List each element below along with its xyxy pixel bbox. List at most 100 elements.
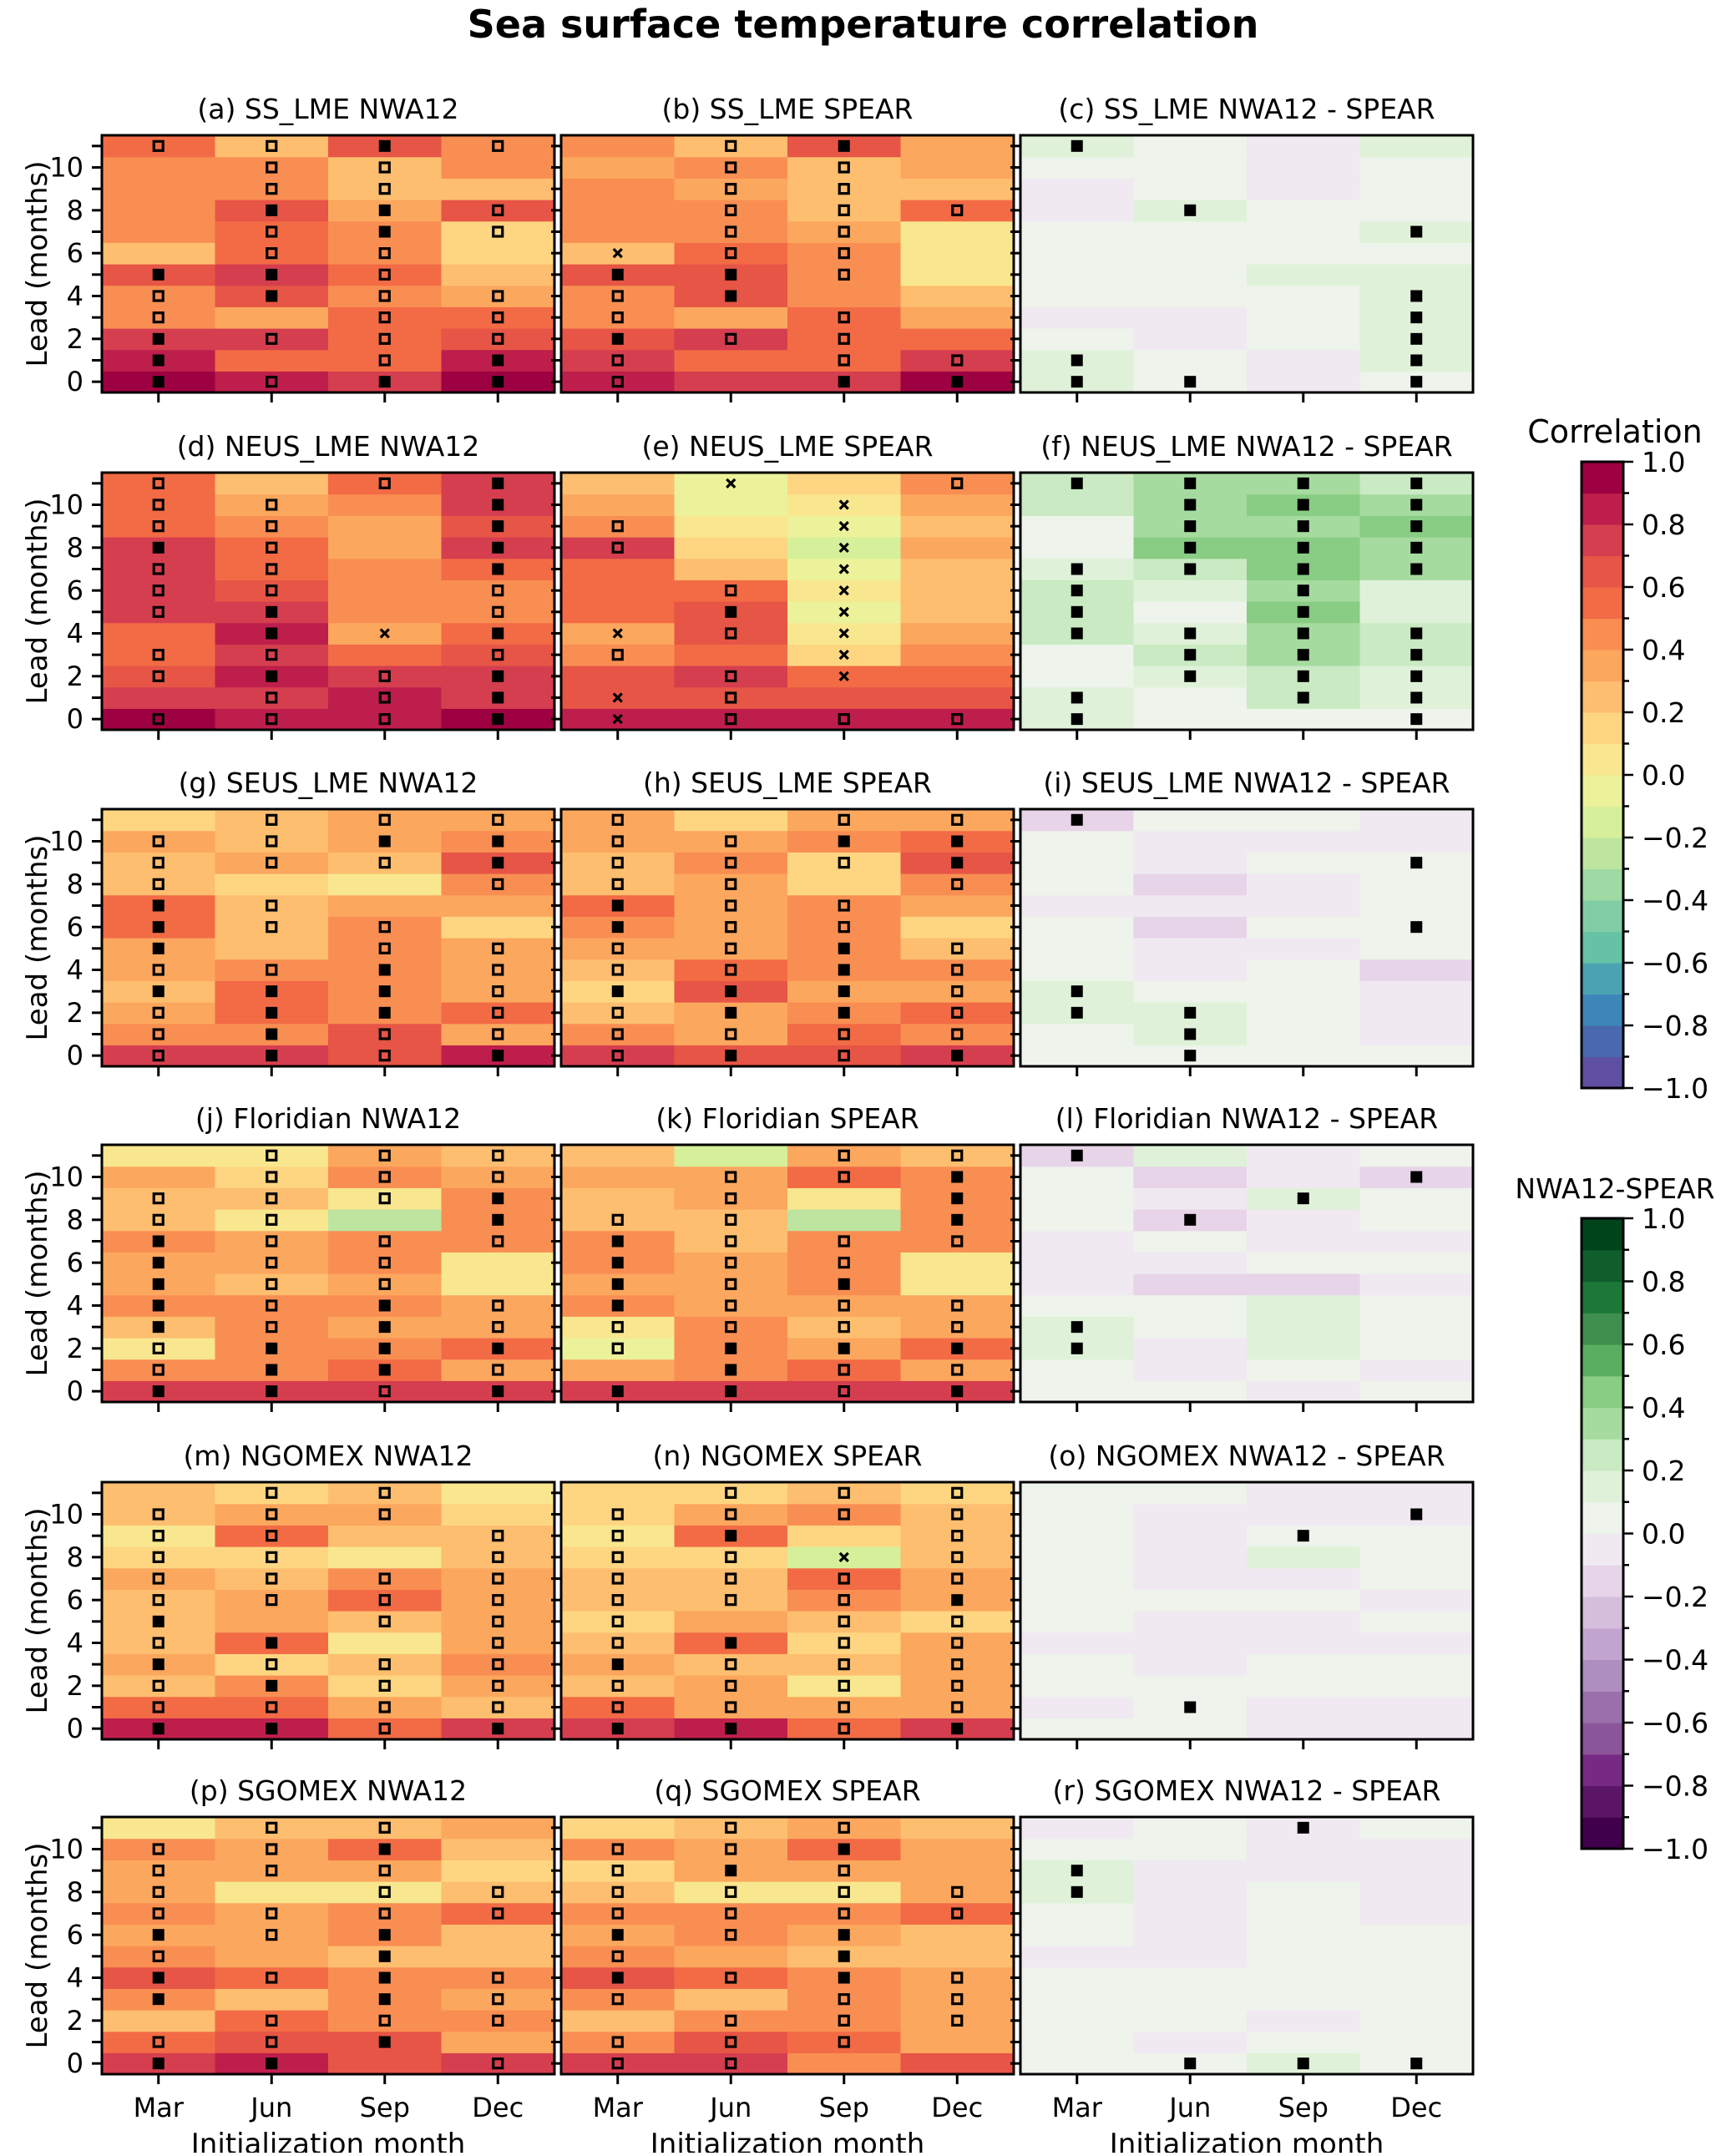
filled-square-marker <box>266 605 278 618</box>
filled-square-marker <box>1410 311 1423 324</box>
filled-square-marker <box>152 1235 165 1248</box>
heatmap-cell <box>1247 1482 1361 1505</box>
filled-square-marker <box>266 290 278 302</box>
open-square-marker <box>378 161 391 174</box>
filled-square-marker <box>611 1723 624 1735</box>
heatmap-cell <box>102 2010 216 2032</box>
open-square-marker <box>725 1321 737 1334</box>
heatmap-cell <box>900 601 1015 624</box>
heatmap-cell <box>102 1817 216 1840</box>
filled-square-marker <box>266 1028 278 1040</box>
colorbar-bin <box>1582 931 1623 964</box>
heatmap-cell <box>674 1187 788 1210</box>
open-square-marker <box>951 964 964 976</box>
filled-square-marker <box>492 691 504 704</box>
heatmap-cell <box>1247 1567 1361 1590</box>
y-tick-label: 2 <box>67 1333 84 1364</box>
open-square-marker <box>152 878 165 890</box>
open-square-marker <box>951 1679 964 1692</box>
heatmap-cell <box>1359 894 1474 917</box>
open-square-marker <box>492 1551 504 1563</box>
open-square-marker <box>266 1321 278 1334</box>
heatmap-cell <box>215 1230 329 1253</box>
heatmap-cell <box>215 1525 329 1547</box>
open-square-marker <box>492 225 504 238</box>
heatmap-cell <box>1133 1567 1248 1590</box>
heatmap-cell <box>787 1209 902 1232</box>
panel-frame <box>559 1143 1015 1404</box>
open-square-marker <box>838 1028 850 1040</box>
open-square-marker <box>838 1594 850 1607</box>
heatmap-cell <box>787 328 902 351</box>
heatmap-cell <box>328 1696 443 1718</box>
colorbar-tick-label: 0.2 <box>1642 1455 1685 1487</box>
heatmap-cell <box>441 894 555 917</box>
open-square-marker <box>492 1530 504 1542</box>
open-square-marker <box>951 1508 964 1521</box>
filled-square-marker <box>152 1278 165 1290</box>
heatmap-cell <box>900 622 1015 645</box>
heatmap-cell <box>441 579 555 602</box>
colorbar-bin <box>1582 618 1623 650</box>
heatmap-cell <box>441 285 555 307</box>
heatmap-cell <box>1247 328 1361 351</box>
open-square-marker <box>838 225 850 238</box>
open-square-marker <box>266 1171 278 1183</box>
open-square-marker <box>378 1701 391 1713</box>
heatmap-cell <box>441 1252 555 1274</box>
heatmap-cell <box>1247 371 1361 393</box>
open-square-marker <box>266 1907 278 1920</box>
heatmap-cell <box>1133 156 1248 179</box>
open-square-marker <box>152 499 165 511</box>
open-square-marker <box>266 1299 278 1312</box>
filled-square-marker <box>951 1192 964 1205</box>
heatmap-cell <box>441 1881 555 1904</box>
filled-square-marker <box>492 1723 504 1735</box>
heatmap-cell <box>674 1316 788 1339</box>
filled-square-marker <box>378 835 391 848</box>
open-square-marker <box>951 813 964 826</box>
open-square-marker <box>492 1364 504 1376</box>
filled-square-marker <box>492 376 504 388</box>
open-square-marker <box>152 1364 165 1376</box>
open-square-marker <box>725 161 737 174</box>
heatmap-cell <box>102 601 216 624</box>
filled-square-marker <box>492 1385 504 1398</box>
filled-square-marker <box>152 354 165 367</box>
heatmap-cell <box>1247 1966 1361 1989</box>
open-square-marker <box>492 1885 504 1898</box>
heatmap-cell <box>1359 1632 1474 1654</box>
heatmap-cell <box>215 873 329 896</box>
open-square-marker <box>838 268 850 281</box>
heatmap-cell <box>674 200 788 222</box>
heatmap-cell <box>328 178 443 200</box>
panel-frame <box>559 1480 1015 1741</box>
cross-marker <box>612 248 623 259</box>
open-square-marker <box>492 1171 504 1183</box>
heatmap-cell <box>1359 156 1474 179</box>
heatmap-cell <box>441 809 555 832</box>
heatmap-cell <box>1247 285 1361 307</box>
heatmap-cell <box>787 2010 902 2032</box>
open-square-marker <box>266 835 278 848</box>
y-tick-label: 8 <box>67 868 84 900</box>
open-square-marker <box>266 139 278 152</box>
y-tick-label: 8 <box>67 195 84 226</box>
heatmap-cell <box>441 1988 555 2011</box>
heatmap-cell <box>787 1294 902 1317</box>
open-square-marker <box>951 1486 964 1499</box>
filled-square-marker <box>1071 985 1083 998</box>
y-tick-label: 8 <box>67 1876 84 1908</box>
colorbar-bin <box>1582 712 1623 745</box>
heatmap-cell <box>328 852 443 874</box>
heatmap-cell <box>1247 1252 1361 1274</box>
heatmap-cell <box>1133 135 1248 158</box>
open-square-marker <box>838 1701 850 1713</box>
heatmap-cell <box>1133 980 1248 1003</box>
colorbar-tick-label: 0.4 <box>1642 1392 1685 1425</box>
open-square-marker <box>266 857 278 869</box>
y-tick-label: 2 <box>67 323 84 355</box>
heatmap-cell <box>674 1482 788 1505</box>
open-square-marker <box>725 1171 737 1183</box>
y-tick-label: 4 <box>67 1627 84 1659</box>
